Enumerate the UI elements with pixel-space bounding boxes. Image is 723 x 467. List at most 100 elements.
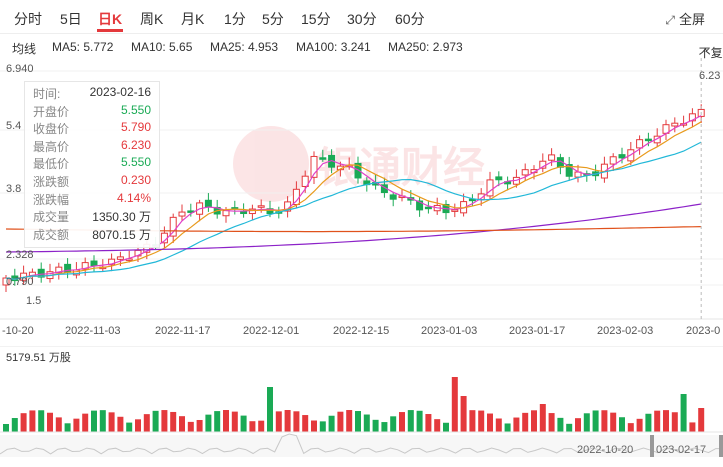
volume-bar <box>513 417 520 432</box>
ma25-line <box>5 141 702 280</box>
volume-bar <box>293 411 300 432</box>
navigator-handle-right[interactable] <box>719 435 723 457</box>
y-label-max: 6.940 <box>6 63 34 75</box>
ma250-value: MA250: 2.973 <box>388 40 463 54</box>
x-label-2: 2022-11-17 <box>155 325 211 337</box>
y-label-3: 3.8 <box>6 183 22 195</box>
info-row-open: 开盘价 5.550 <box>25 102 159 119</box>
y-label-2: 5.4 <box>6 120 22 132</box>
info-row-time: 时间: 2023-02-16 <box>25 84 159 101</box>
period-tabs: 分时 5日 日K 周K 月K 1分 5分 15分 30分 60分 ⤢ 全屏 <box>0 0 723 34</box>
volume-bar <box>390 416 397 432</box>
volume-bar <box>460 396 467 432</box>
high-price-marker: 6.23 <box>699 70 721 82</box>
info-value: 5.550 <box>120 102 151 117</box>
volume-bar <box>275 411 282 432</box>
ma10-value: MA10: 5.65 <box>131 40 193 54</box>
volume-bar <box>469 410 476 432</box>
tab-timeshare[interactable]: 分时 <box>14 11 42 27</box>
volume-bar <box>407 410 414 432</box>
volume-bar <box>399 412 405 432</box>
tab-60min[interactable]: 60分 <box>395 11 425 27</box>
volume-bar <box>135 419 141 432</box>
candle-body <box>653 135 661 144</box>
volume-bar <box>539 404 546 432</box>
ma-legend: 均线 MA5: 5.772 MA10: 5.65 MA25: 4.953 MA1… <box>0 36 723 60</box>
candle-body <box>108 258 116 266</box>
volume-bar <box>381 422 388 432</box>
tab-1min[interactable]: 1分 <box>224 11 246 27</box>
x-label-3: 2022-12-01 <box>243 325 300 337</box>
volume-bar <box>443 422 449 432</box>
volume-bar <box>214 411 221 432</box>
volume-bar <box>240 415 247 432</box>
tab-monthly-k[interactable]: 月K <box>181 11 205 27</box>
volume-bar <box>3 424 9 432</box>
volume-bar <box>627 423 634 432</box>
candle-body <box>609 156 617 165</box>
candle-body <box>486 179 494 197</box>
volume-bar <box>231 411 238 432</box>
volume-bar <box>302 415 309 432</box>
volume-bar <box>575 418 581 432</box>
candle-body <box>55 266 63 274</box>
info-row-change: 涨跌额 0.230 <box>25 172 159 189</box>
candle-body <box>222 210 230 217</box>
volume-bar <box>689 422 696 432</box>
tab-5day[interactable]: 5日 <box>60 11 82 27</box>
candle-body <box>548 154 556 161</box>
info-key: 涨跌额 <box>33 174 70 189</box>
volume-bar <box>636 418 643 432</box>
low-price-marker: 1.5 <box>26 295 42 307</box>
candle-body <box>424 206 432 210</box>
navigator-handle-left[interactable] <box>650 435 654 457</box>
candle-body <box>301 175 309 187</box>
chevron-down-icon: ⌄ <box>702 43 711 54</box>
volume-bar <box>355 411 361 432</box>
info-value: 5.550 <box>120 155 151 170</box>
info-value: 5.790 <box>120 120 151 135</box>
candle-body <box>636 139 644 149</box>
volume-bar <box>196 419 203 432</box>
x-label-4: 2022-12-15 <box>333 325 390 337</box>
adjust-dropdown[interactable]: 不复权 ⌄ <box>699 40 723 60</box>
range-start-date: 2022-10-20 <box>577 444 634 456</box>
info-row-low: 最低价 5.550 <box>25 154 159 171</box>
ma100-value: MA100: 3.241 <box>296 40 371 54</box>
tab-30min[interactable]: 30分 <box>347 11 377 27</box>
volume-bar <box>205 414 212 432</box>
info-key: 成交额 <box>33 227 70 242</box>
volume-bar <box>99 410 106 432</box>
volume-bar <box>284 410 291 432</box>
volume-bar <box>363 414 370 432</box>
fullscreen-button[interactable]: ⤢ 全屏 <box>665 9 705 28</box>
volume-bar <box>108 412 115 432</box>
candle-body <box>416 200 424 211</box>
candle-body <box>565 164 573 177</box>
volume-bar <box>566 423 573 432</box>
volume-bar <box>346 410 353 432</box>
volume-bar <box>311 420 317 432</box>
info-key: 成交量 <box>33 210 70 225</box>
volume-bar <box>522 412 529 432</box>
candle-body <box>310 155 318 178</box>
info-row-turnover: 成交额 8070.15 万 <box>25 225 159 242</box>
tab-15min[interactable]: 15分 <box>301 11 331 27</box>
info-value: 8070.15 万 <box>92 227 151 242</box>
volume-bar <box>170 411 177 432</box>
tab-daily-k[interactable]: 日K <box>98 11 123 27</box>
tab-weekly-k[interactable]: 周K <box>140 11 164 27</box>
range-end-date: 023-02-17 <box>656 444 707 456</box>
candle-body <box>521 169 529 176</box>
volume-bar <box>55 417 62 432</box>
volume-label: 5179.51 万股 <box>6 352 71 364</box>
candle-body <box>116 256 124 260</box>
candle-body <box>257 205 265 208</box>
candle-body <box>495 176 503 181</box>
volume-bar <box>82 413 89 432</box>
x-label-7: 2023-02-03 <box>597 325 654 337</box>
tab-5min[interactable]: 5分 <box>262 11 284 27</box>
candle-body <box>389 194 397 200</box>
volume-chart[interactable] <box>0 346 723 467</box>
info-value: 1350.30 万 <box>92 210 151 225</box>
